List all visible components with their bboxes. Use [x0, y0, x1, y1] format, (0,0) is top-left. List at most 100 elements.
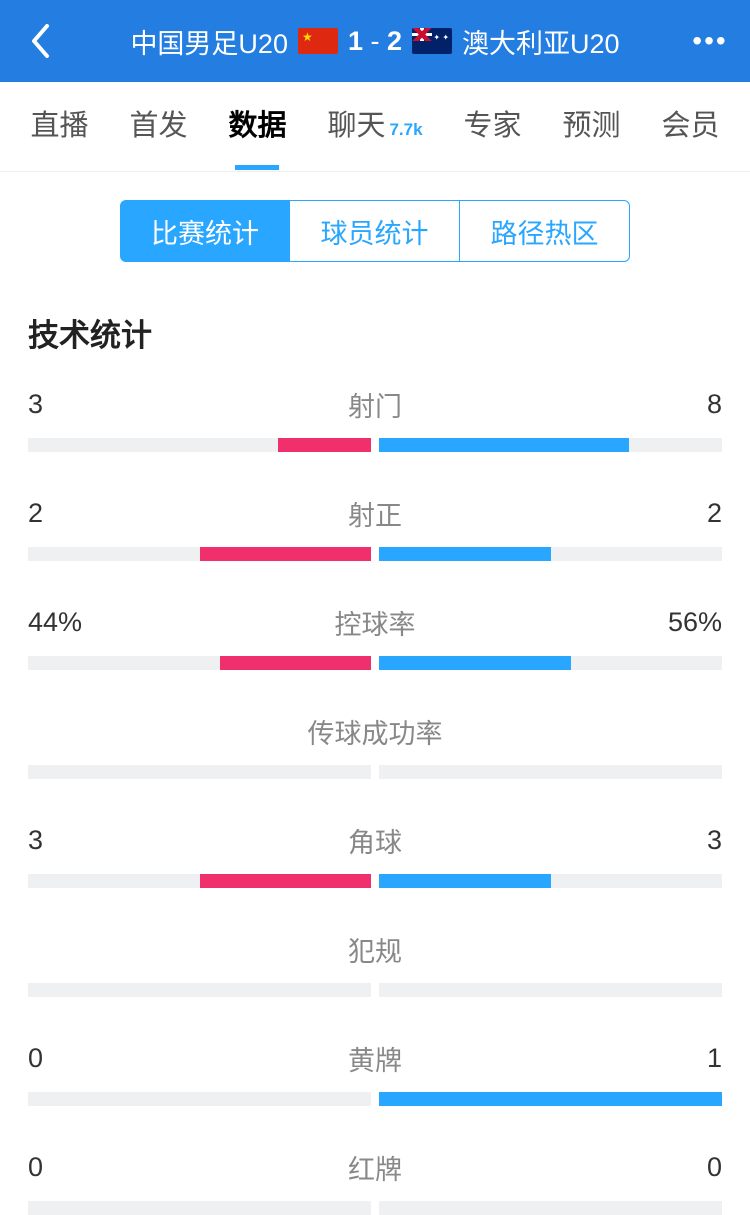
sub-tab-2[interactable]: 路径热区	[460, 200, 630, 262]
match-title: 中国男足U20 1 - 2 澳大利亚U20	[60, 22, 690, 61]
stat-name: 黄牌	[348, 1039, 402, 1078]
away-bar-fill	[379, 1092, 722, 1106]
stat-row: 0 红牌 0	[0, 1148, 750, 1215]
home-bar-track	[28, 874, 371, 888]
stat-away-value: 1	[707, 1043, 722, 1074]
stat-labels: 0 红牌 0	[28, 1148, 722, 1187]
stat-name: 射正	[348, 494, 402, 533]
tab-label: 直播	[30, 102, 88, 144]
stat-name: 传球成功率	[308, 712, 443, 751]
more-button[interactable]: •••	[690, 25, 730, 57]
tab-label: 预测	[563, 102, 621, 144]
sub-tabs: 比赛统计球员统计路径热区	[0, 172, 750, 290]
home-bar-track	[28, 438, 371, 452]
tab-badge: 7.7k	[389, 120, 422, 140]
tab-2[interactable]: 数据	[228, 102, 286, 152]
away-bar-track	[379, 547, 722, 561]
stat-labels: 2 射正 2	[28, 494, 722, 533]
stat-away-value: 2	[707, 498, 722, 529]
tab-3[interactable]: 聊天7.7k	[327, 102, 422, 152]
stat-labels: 0 黄牌 1	[28, 1039, 722, 1078]
stat-row: 0 黄牌 1	[0, 1039, 750, 1106]
stat-row: 犯规	[0, 930, 750, 997]
sub-tab-0[interactable]: 比赛统计	[120, 200, 290, 262]
stat-name: 犯规	[348, 930, 402, 969]
away-bar-fill	[379, 438, 629, 452]
stat-name: 红牌	[348, 1148, 402, 1187]
away-team-name: 澳大利亚U20	[462, 22, 620, 61]
stat-home-value: 3	[28, 389, 43, 420]
away-bar-track	[379, 1201, 722, 1215]
home-bar-fill	[200, 874, 372, 888]
stat-labels: 传球成功率	[28, 712, 722, 751]
home-bar-track	[28, 1201, 371, 1215]
tab-label: 聊天	[327, 102, 385, 144]
away-bar-fill	[379, 656, 571, 670]
back-button[interactable]	[20, 21, 60, 61]
stat-labels: 44% 控球率 56%	[28, 603, 722, 642]
main-tabs: 直播首发数据聊天7.7k 专家预测会员	[0, 82, 750, 172]
away-bar-fill	[379, 547, 551, 561]
stat-away-value: 8	[707, 389, 722, 420]
home-bar-track	[28, 983, 371, 997]
home-bar-track	[28, 656, 371, 670]
away-bar-track	[379, 438, 722, 452]
home-bar-track	[28, 547, 371, 561]
stat-home-value: 2	[28, 498, 43, 529]
stat-labels: 3 角球 3	[28, 821, 722, 860]
stat-row: 3 角球 3	[0, 821, 750, 888]
home-team-name: 中国男足U20	[130, 22, 288, 61]
away-bar-track	[379, 874, 722, 888]
tab-1[interactable]: 首发	[129, 102, 187, 152]
stat-home-value: 44%	[28, 607, 82, 638]
tab-label: 首发	[129, 102, 187, 144]
stat-bars	[28, 1201, 722, 1215]
stats-list: 3 射门 8 2 射正 2 44% 控球率 56% 传球成功率 3 角球 3 犯规 0 黄牌 1 0 红牌 0	[0, 385, 750, 1215]
away-score: 2	[387, 26, 402, 56]
stat-home-value: 3	[28, 825, 43, 856]
home-bar-track	[28, 765, 371, 779]
flag-australia-icon	[412, 28, 452, 54]
away-bar-track	[379, 765, 722, 779]
stat-name: 控球率	[335, 603, 416, 642]
stat-bars	[28, 983, 722, 997]
stat-away-value: 3	[707, 825, 722, 856]
stat-row: 44% 控球率 56%	[0, 603, 750, 670]
stat-name: 角球	[348, 821, 402, 860]
section-title: 技术统计	[0, 290, 750, 385]
tab-label: 专家	[464, 102, 522, 144]
stat-home-value: 0	[28, 1043, 43, 1074]
tab-4[interactable]: 专家	[464, 102, 522, 152]
stat-bars	[28, 1092, 722, 1106]
tab-6[interactable]: 会员	[661, 102, 719, 152]
stat-row: 2 射正 2	[0, 494, 750, 561]
tab-label: 会员	[661, 102, 719, 144]
home-bar-track	[28, 1092, 371, 1106]
flag-china-icon	[298, 28, 338, 54]
stat-bars	[28, 874, 722, 888]
stat-away-value: 56%	[668, 607, 722, 638]
stat-home-value: 0	[28, 1152, 43, 1183]
home-bar-fill	[278, 438, 371, 452]
home-score: 1	[348, 26, 363, 56]
tab-5[interactable]: 预测	[563, 102, 621, 152]
sub-tab-1[interactable]: 球员统计	[290, 200, 460, 262]
stat-row: 传球成功率	[0, 712, 750, 779]
home-bar-fill	[200, 547, 372, 561]
match-score: 1 - 2	[348, 26, 402, 57]
stat-labels: 3 射门 8	[28, 385, 722, 424]
stat-bars	[28, 438, 722, 452]
stat-bars	[28, 765, 722, 779]
tab-label: 数据	[228, 102, 286, 144]
stat-away-value: 0	[707, 1152, 722, 1183]
stat-labels: 犯规	[28, 930, 722, 969]
stat-name: 射门	[348, 385, 402, 424]
tab-0[interactable]: 直播	[30, 102, 88, 152]
away-bar-track	[379, 983, 722, 997]
stat-bars	[28, 656, 722, 670]
away-bar-track	[379, 656, 722, 670]
home-bar-fill	[220, 656, 371, 670]
match-header: 中国男足U20 1 - 2 澳大利亚U20 •••	[0, 0, 750, 82]
stat-row: 3 射门 8	[0, 385, 750, 452]
away-bar-fill	[379, 874, 551, 888]
